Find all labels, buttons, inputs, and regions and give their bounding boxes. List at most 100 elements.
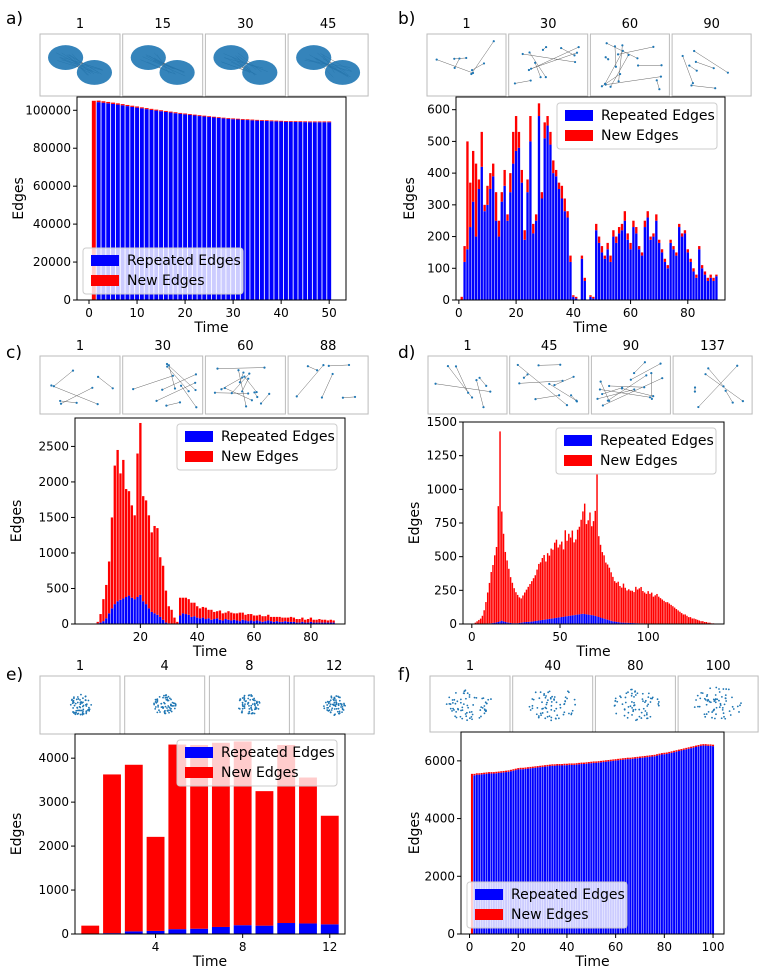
y-tick-label: 500 (427, 134, 450, 148)
thumbnail-node (220, 388, 223, 391)
bar-new-edges (522, 767, 525, 770)
bar-new-edges (293, 121, 298, 122)
thumbnail-node (631, 701, 633, 703)
thumbnail-label: 45 (541, 339, 558, 354)
bar-new-edges (517, 768, 520, 770)
thumbnail-node (550, 719, 553, 722)
bar-new-edges (652, 596, 655, 624)
bar-new-edges (469, 182, 472, 228)
thumbnail-node (50, 384, 53, 387)
bar-repeated-edges (608, 620, 611, 624)
thumbnail-edge (554, 376, 574, 386)
bar-new-edges (513, 588, 515, 624)
bar-repeated-edges (227, 619, 230, 624)
bar-new-edges (654, 595, 656, 624)
bar-repeated-edges (127, 595, 131, 624)
thumbnail-label: 90 (703, 17, 720, 32)
thumbnail-node (326, 706, 329, 709)
bar-new-edges (298, 121, 303, 123)
bar-repeated-edges (255, 620, 259, 624)
x-tick-label: 40 (274, 306, 289, 320)
thumbnail-frame (122, 355, 204, 415)
bar-repeated-edges (235, 119, 240, 300)
bar-repeated-edges (653, 756, 656, 934)
y-tick-label: 250 (434, 583, 457, 597)
thumbnail-edge (691, 85, 716, 89)
thumbnail-node (161, 706, 164, 709)
bar-repeated-edges (587, 763, 590, 934)
bar-repeated-edges (550, 618, 552, 624)
bar-new-edges (636, 589, 639, 624)
thumbnail-node (719, 702, 722, 705)
bar-repeated-edges (564, 616, 567, 624)
thumbnail-node (620, 696, 622, 699)
thumbnail-node (487, 698, 490, 701)
thumbnail-edge (454, 58, 460, 68)
bar-repeated-edges (620, 230, 624, 300)
thumbnail-node (714, 717, 716, 720)
bar-repeated-edges (561, 616, 563, 624)
thumbnail-node (718, 688, 720, 690)
bar-new-edges (631, 757, 634, 759)
bar-new-edges (623, 211, 627, 221)
thumbnail-node (741, 400, 745, 403)
thumbnail-node (337, 707, 340, 710)
thumbnail-node (174, 704, 177, 707)
bar-repeated-edges (553, 618, 556, 624)
thumbnail-node (545, 703, 548, 706)
bar-new-edges (120, 104, 125, 106)
bar-new-edges (529, 584, 531, 622)
thumbnail-node (598, 388, 602, 391)
bar-new-edges (261, 616, 264, 622)
bar-repeated-edges (164, 622, 168, 624)
bar-repeated-edges (560, 198, 564, 300)
thumbnail-node (253, 712, 256, 715)
thumbnail-node (688, 64, 691, 67)
thumbnail-node (569, 394, 573, 397)
bar-repeated-edges (568, 615, 570, 624)
bar-repeated-edges (168, 929, 187, 934)
bar-new-edges (135, 106, 140, 108)
bar-repeated-edges (139, 108, 144, 300)
bar-repeated-edges (612, 236, 615, 300)
thumbnail-label: 1 (76, 17, 84, 32)
thumbnail-node (695, 69, 698, 72)
bar-repeated-edges (480, 774, 483, 934)
bar-new-edges (555, 539, 558, 618)
bar-repeated-edges (101, 102, 106, 300)
bar-repeated-edges (221, 620, 224, 624)
bar-repeated-edges (130, 106, 135, 300)
thumbnail-node (713, 700, 716, 702)
bar-new-edges (649, 593, 651, 624)
bar-repeated-edges (471, 201, 475, 300)
bar-repeated-edges (632, 227, 635, 300)
bar-repeated-edges (318, 622, 321, 624)
thumbnail-node (475, 378, 478, 382)
bar-new-edges (563, 763, 566, 766)
thumbnail-node (255, 390, 258, 394)
bar-repeated-edges (250, 120, 255, 300)
thumbnail-node (697, 405, 700, 409)
legend-swatch-repeated (91, 255, 119, 266)
bar-new-edges (539, 562, 542, 621)
bar-repeated-edges (549, 144, 552, 300)
bar-new-edges (240, 119, 245, 120)
thumbnail-edge (607, 375, 647, 401)
bar-repeated-edges (648, 756, 651, 934)
thumbnail-node (513, 82, 517, 85)
bar-new-edges (269, 616, 273, 622)
thumbnail-node (643, 386, 646, 389)
bar-new-edges (712, 744, 715, 747)
bar-repeated-edges (509, 192, 512, 300)
bar-new-edges (632, 220, 635, 228)
bar-repeated-edges (306, 622, 310, 624)
thumbnail-node (631, 706, 634, 709)
thumbnail-node (59, 402, 63, 405)
bar-repeated-edges (190, 616, 193, 624)
thumbnail-node (449, 703, 452, 705)
bar-new-edges (688, 617, 690, 624)
bar-repeated-edges (255, 925, 274, 934)
bar-new-edges (115, 103, 120, 105)
